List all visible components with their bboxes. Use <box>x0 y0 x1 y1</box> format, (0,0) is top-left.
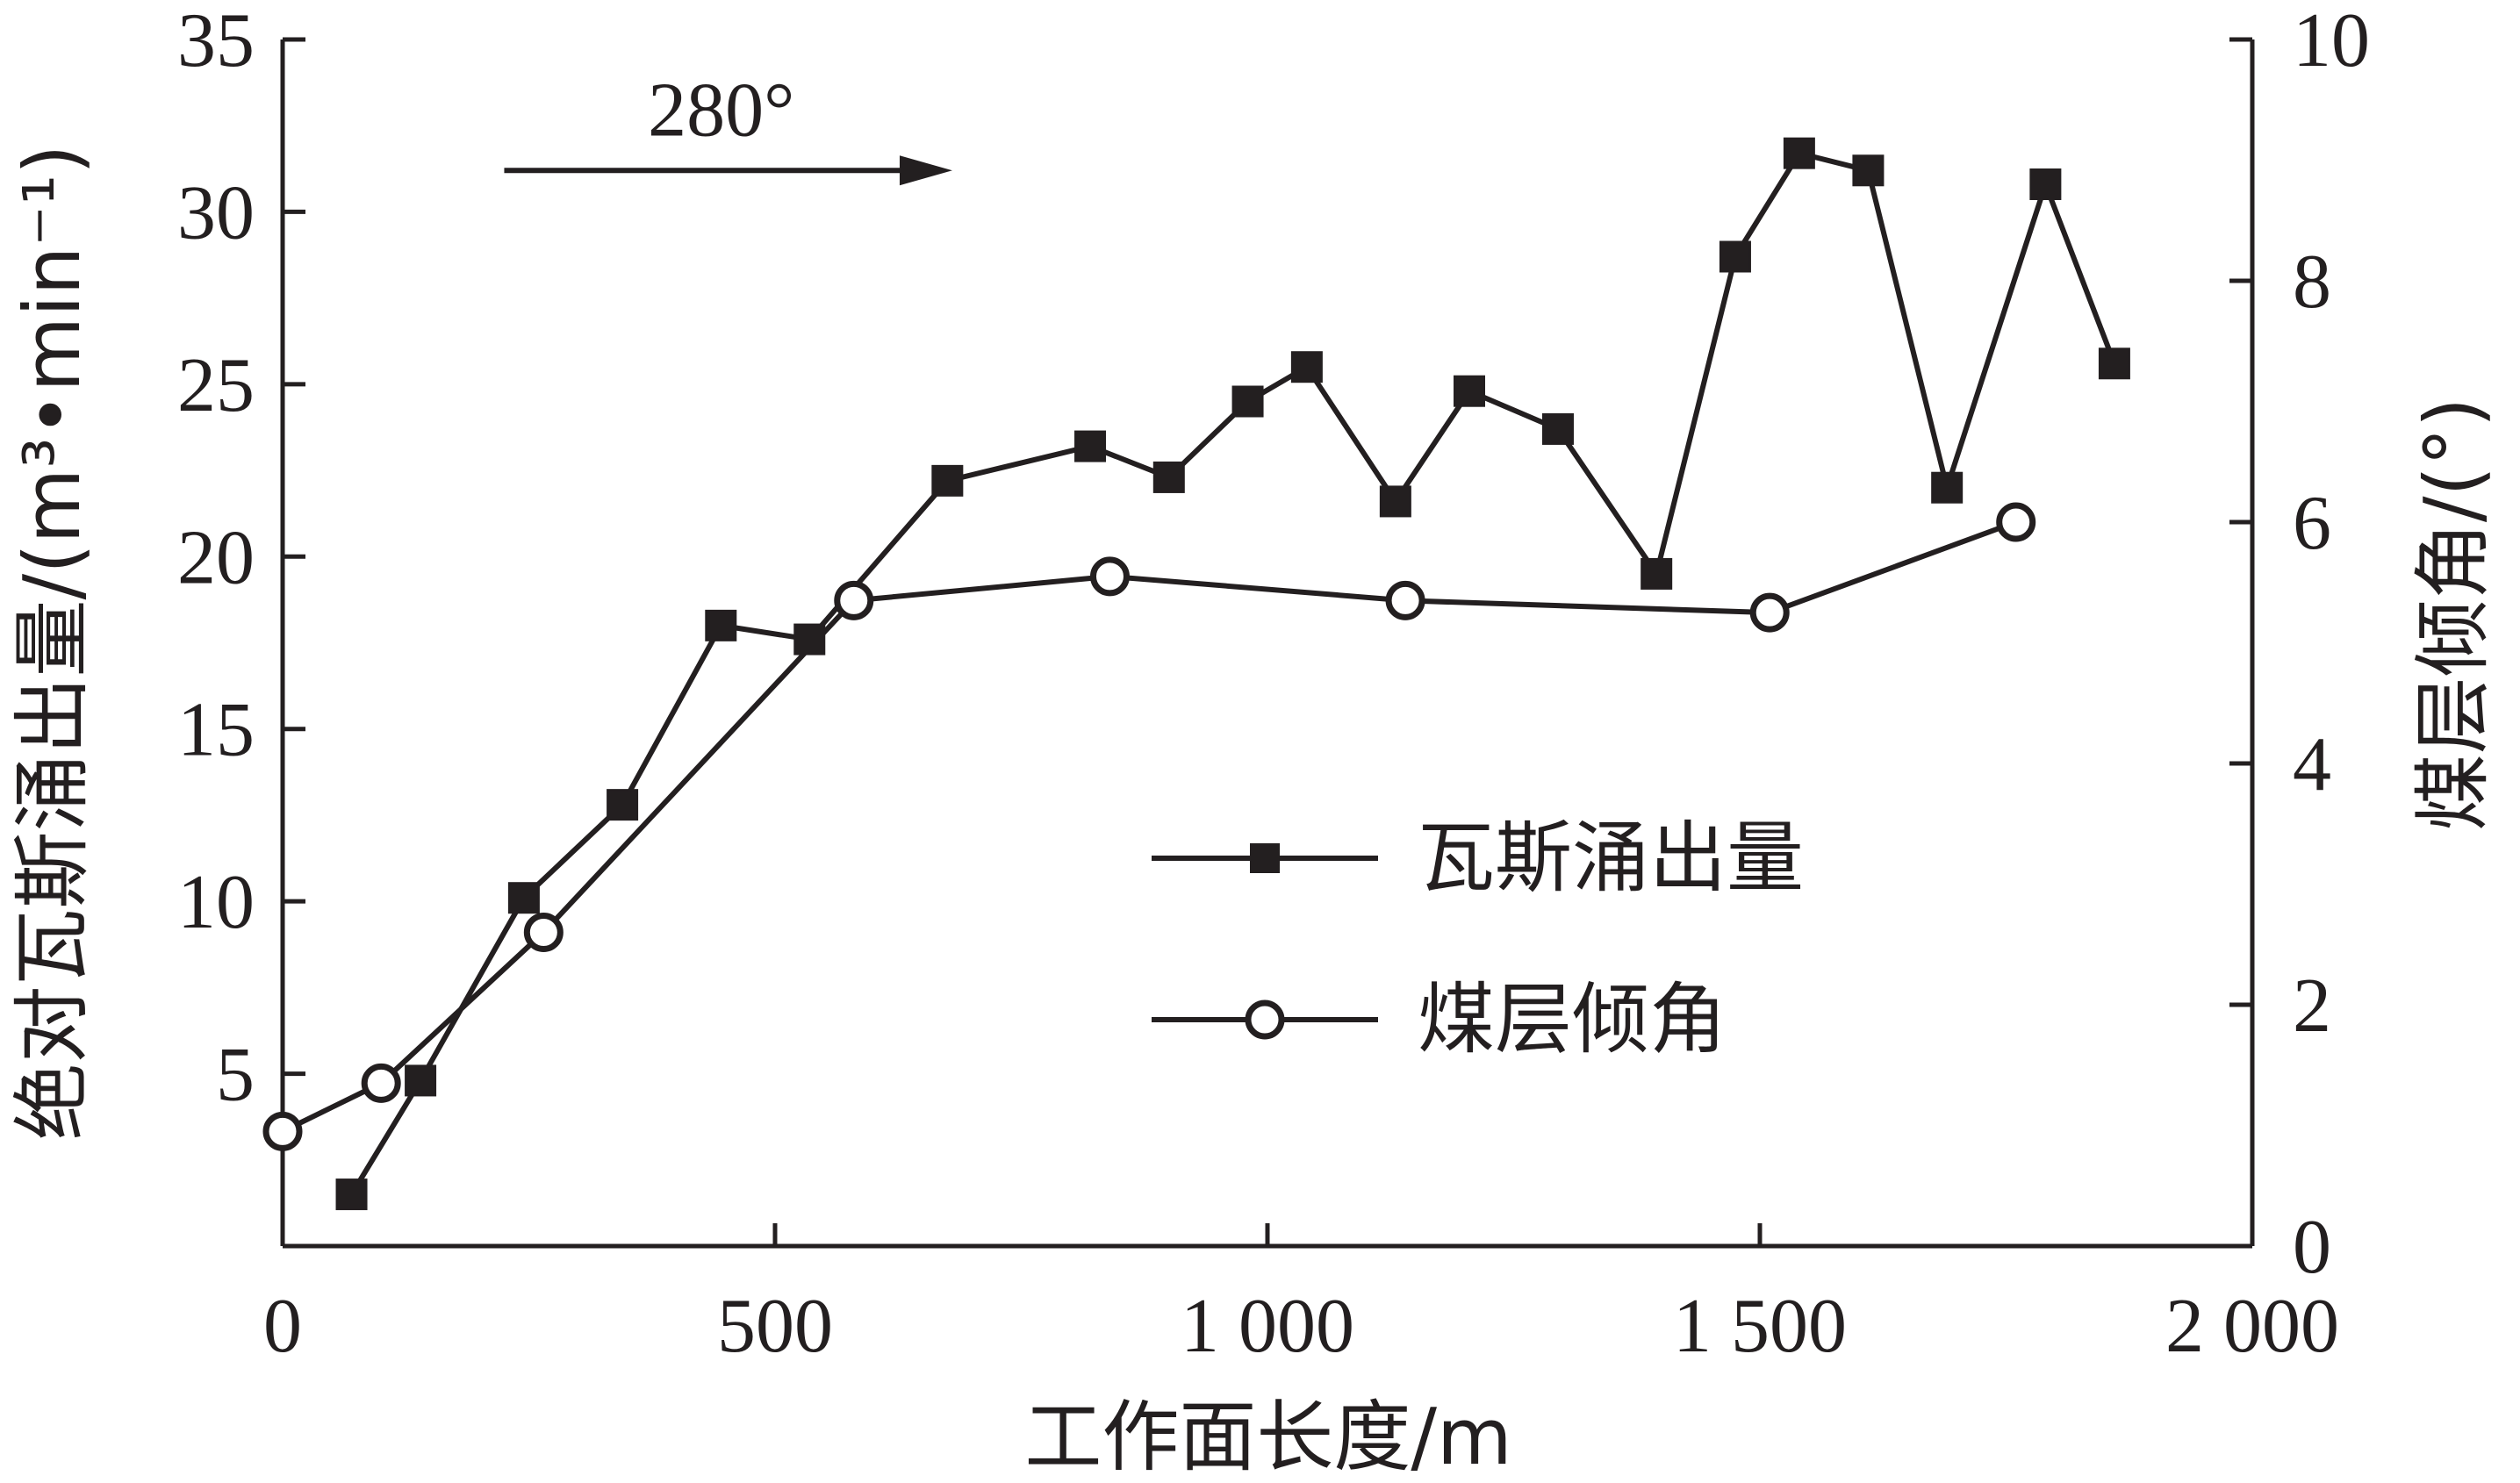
annotation-arrow-head <box>899 155 952 186</box>
dip-angle-point <box>834 580 874 620</box>
annotation-label: 280° <box>648 68 794 153</box>
dip-angle-point <box>1089 556 1130 597</box>
gas-emission-point <box>335 1179 368 1211</box>
gas-emission-point <box>1290 351 1323 383</box>
y-right-tick-label: 4 <box>2293 722 2331 807</box>
gas-emission-point <box>507 882 540 914</box>
dip-angle-point <box>1749 592 1790 633</box>
y-right-tick-label: 0 <box>2293 1205 2331 1290</box>
gas-emission-point <box>931 464 964 497</box>
series-line-2 <box>281 519 2017 1135</box>
gas-emission-point <box>1152 461 1185 493</box>
axes <box>280 39 2255 1249</box>
series-lines <box>281 150 2117 1196</box>
gas-emission-point <box>705 609 737 641</box>
gas-emission-point <box>1379 485 1411 518</box>
y-right-tick-label: 8 <box>2293 240 2331 325</box>
y-axis-left-title: 绝对瓦斯涌出量/(m³•min⁻¹) <box>7 145 97 1141</box>
legend-marker-gas <box>1250 843 1280 873</box>
y-axis-right-title: 煤层倾角/(°) <box>2408 398 2498 831</box>
legend-label-gas: 瓦斯涌出量 <box>1418 813 1804 903</box>
dip-angle-point <box>1996 502 2036 542</box>
y-left-tick-label: 10 <box>177 860 255 945</box>
gas-emission-point <box>2029 168 2062 200</box>
dip-angle-point <box>361 1063 401 1103</box>
x-axis-title: 工作面长度/m <box>1024 1392 1511 1482</box>
x-tick-label: 0 <box>263 1284 302 1369</box>
y-right-tick-label: 2 <box>2293 964 2331 1049</box>
gas-emission-point <box>1641 557 1673 590</box>
y-left-tick-label: 15 <box>177 688 255 773</box>
gas-emission-point <box>1231 385 1264 418</box>
gas-emission-point <box>1074 430 1107 462</box>
x-tick-label: 1 000 <box>1181 1284 1354 1369</box>
series-line-1 <box>348 150 2117 1196</box>
y-left-tick-label: 25 <box>177 343 255 428</box>
dip-angle-point <box>262 1111 303 1151</box>
x-tick-label: 1 500 <box>1673 1284 1847 1369</box>
x-tick-label: 500 <box>717 1284 833 1369</box>
gas-emission-point <box>607 789 639 821</box>
y-left-tick-label: 35 <box>177 0 255 83</box>
gas-emission-point <box>405 1064 437 1097</box>
y-left-tick-label: 30 <box>177 170 255 255</box>
legend-label-dip: 煤层倾角 <box>1418 974 1727 1064</box>
ticks: 0 500 1 000 1 500 2 000 5 10 15 20 25 30 35 0 2 4 6 8 10 <box>177 0 2370 1369</box>
gas-emission-point <box>1454 375 1486 407</box>
gas-emission-point <box>793 623 826 656</box>
gas-emission-point <box>1931 471 1964 504</box>
x-tick-label: 2 000 <box>2165 1284 2339 1369</box>
gas-emission-point <box>1852 154 1885 187</box>
gas-emission-point <box>1541 412 1574 445</box>
y-right-tick-label: 6 <box>2293 481 2331 566</box>
legend-marker-dip <box>1245 999 1285 1040</box>
gas-emission-point <box>1719 240 1751 273</box>
gas-emission-point <box>1783 137 1815 169</box>
y-left-tick-label: 20 <box>177 515 255 600</box>
y-right-tick-label: 10 <box>2293 0 2370 83</box>
dip-angle-point <box>523 913 564 952</box>
y-left-tick-label: 5 <box>216 1033 255 1118</box>
dip-angle-point <box>1385 580 1425 620</box>
gas-emission-point <box>2098 347 2130 380</box>
series-markers <box>262 137 2130 1211</box>
annotation: 280° <box>504 68 952 186</box>
